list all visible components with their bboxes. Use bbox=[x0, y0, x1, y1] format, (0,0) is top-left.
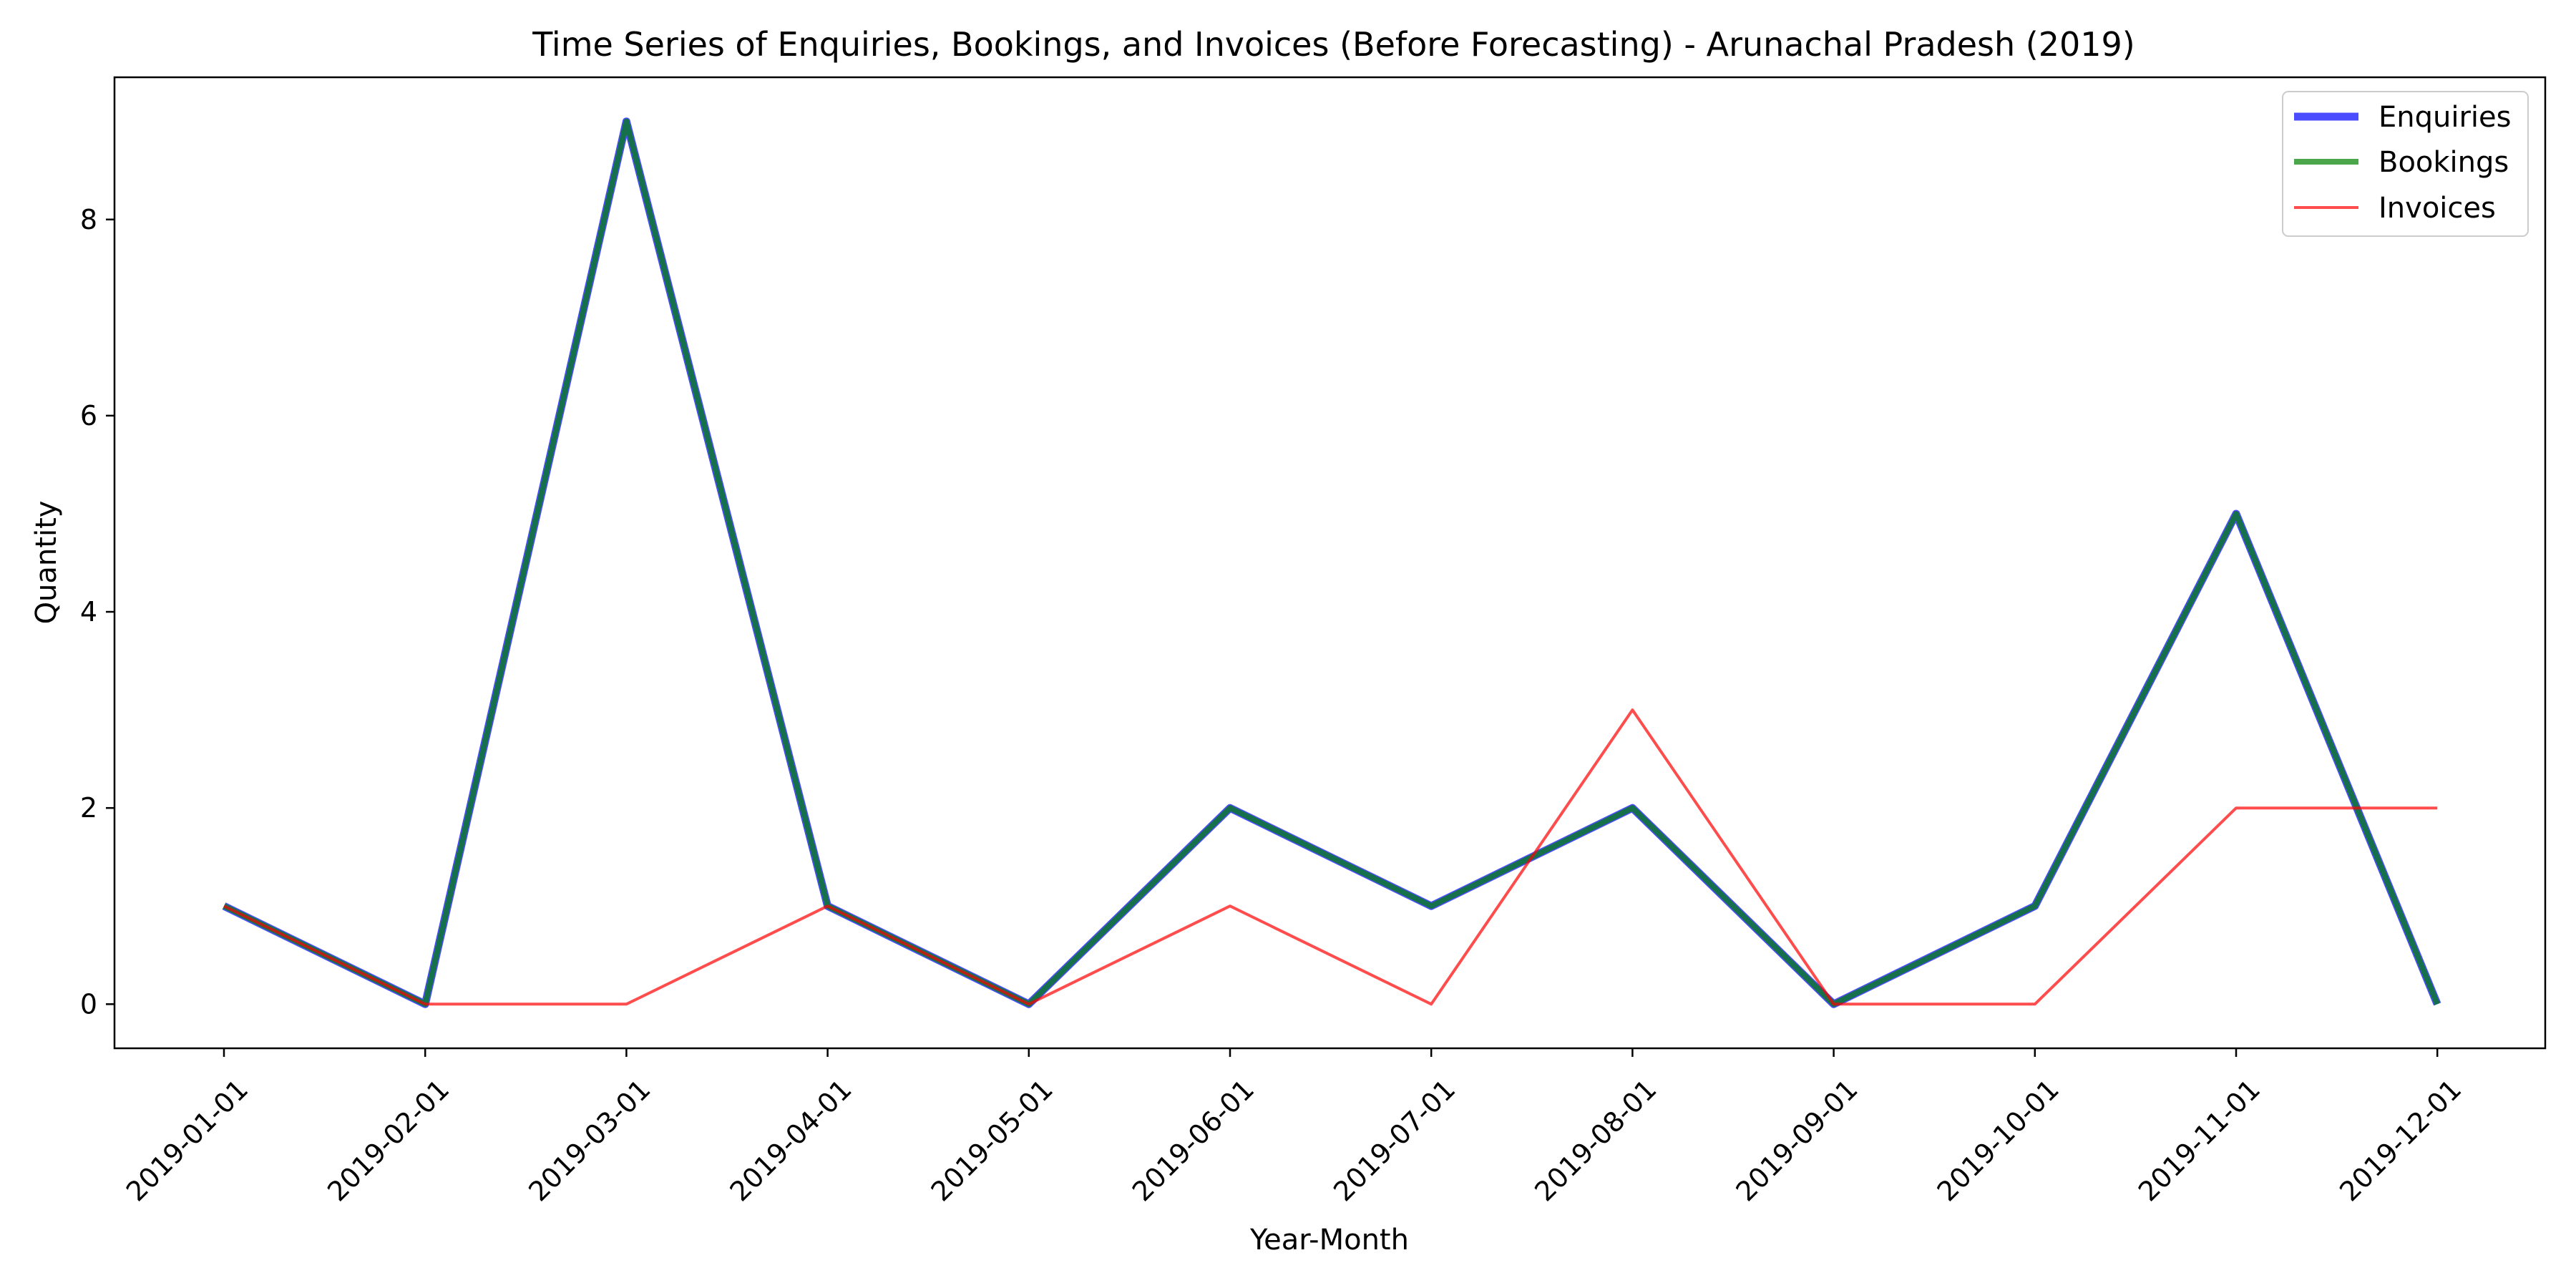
plot-lines bbox=[222, 117, 2441, 1008]
x-axis-label: Year-Month bbox=[1249, 1224, 1409, 1257]
series-line-invoices bbox=[223, 708, 2438, 1006]
legend-label-enquiries: Enquiries bbox=[2379, 101, 2512, 134]
y-axis-label: Quantity bbox=[30, 501, 63, 625]
legend: Enquiries Bookings Invoices bbox=[2282, 91, 2529, 237]
y-tick-label: 8 bbox=[80, 204, 97, 235]
y-tick-label: 6 bbox=[80, 400, 97, 431]
legend-label-invoices: Invoices bbox=[2379, 192, 2496, 225]
y-tick-label: 0 bbox=[80, 988, 97, 1020]
y-axis-ticks: 0 2 4 6 8 bbox=[80, 204, 114, 1020]
y-tick-label: 2 bbox=[80, 792, 97, 824]
chart-title: Time Series of Enquiries, Bookings, and … bbox=[532, 25, 2135, 64]
series-line-bookings bbox=[223, 118, 2440, 1008]
y-tick-label: 4 bbox=[80, 596, 97, 628]
legend-label-bookings: Bookings bbox=[2379, 146, 2509, 179]
legend-box bbox=[2282, 91, 2529, 237]
plot-frame bbox=[113, 76, 2547, 1050]
